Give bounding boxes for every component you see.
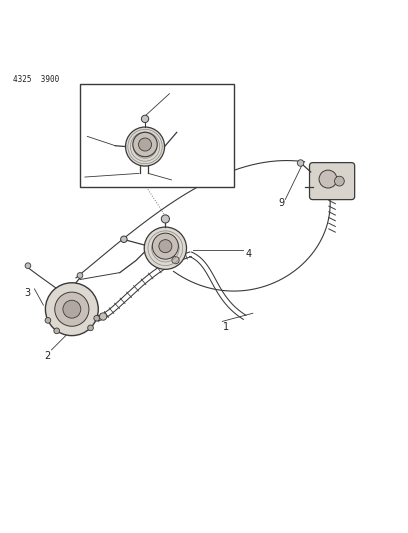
Circle shape <box>335 176 344 186</box>
Circle shape <box>88 325 93 331</box>
Circle shape <box>139 138 151 151</box>
Text: 6: 6 <box>81 130 87 139</box>
Text: 2: 2 <box>44 351 51 361</box>
Text: 7: 7 <box>170 86 175 95</box>
Circle shape <box>45 318 51 323</box>
Bar <box>80 84 235 187</box>
Circle shape <box>63 300 81 318</box>
Circle shape <box>121 236 127 243</box>
FancyBboxPatch shape <box>310 163 355 200</box>
Circle shape <box>172 256 179 264</box>
Circle shape <box>152 233 178 259</box>
Circle shape <box>55 292 89 326</box>
Circle shape <box>126 127 164 166</box>
Circle shape <box>319 170 337 188</box>
Circle shape <box>25 263 31 269</box>
Text: 3: 3 <box>24 288 30 298</box>
Circle shape <box>133 132 157 157</box>
Circle shape <box>142 115 149 123</box>
Circle shape <box>54 328 60 334</box>
Text: 9: 9 <box>278 198 284 208</box>
Circle shape <box>45 283 98 336</box>
Text: 4: 4 <box>246 249 252 259</box>
Circle shape <box>144 227 186 269</box>
Circle shape <box>94 316 100 321</box>
Circle shape <box>77 272 83 278</box>
Text: 5: 5 <box>80 175 85 184</box>
Circle shape <box>100 313 107 320</box>
Circle shape <box>297 160 304 166</box>
Circle shape <box>161 215 169 223</box>
Text: 4325  3900: 4325 3900 <box>13 75 59 84</box>
Text: 1: 1 <box>223 322 229 333</box>
Text: 8: 8 <box>171 177 177 187</box>
Circle shape <box>159 240 172 253</box>
